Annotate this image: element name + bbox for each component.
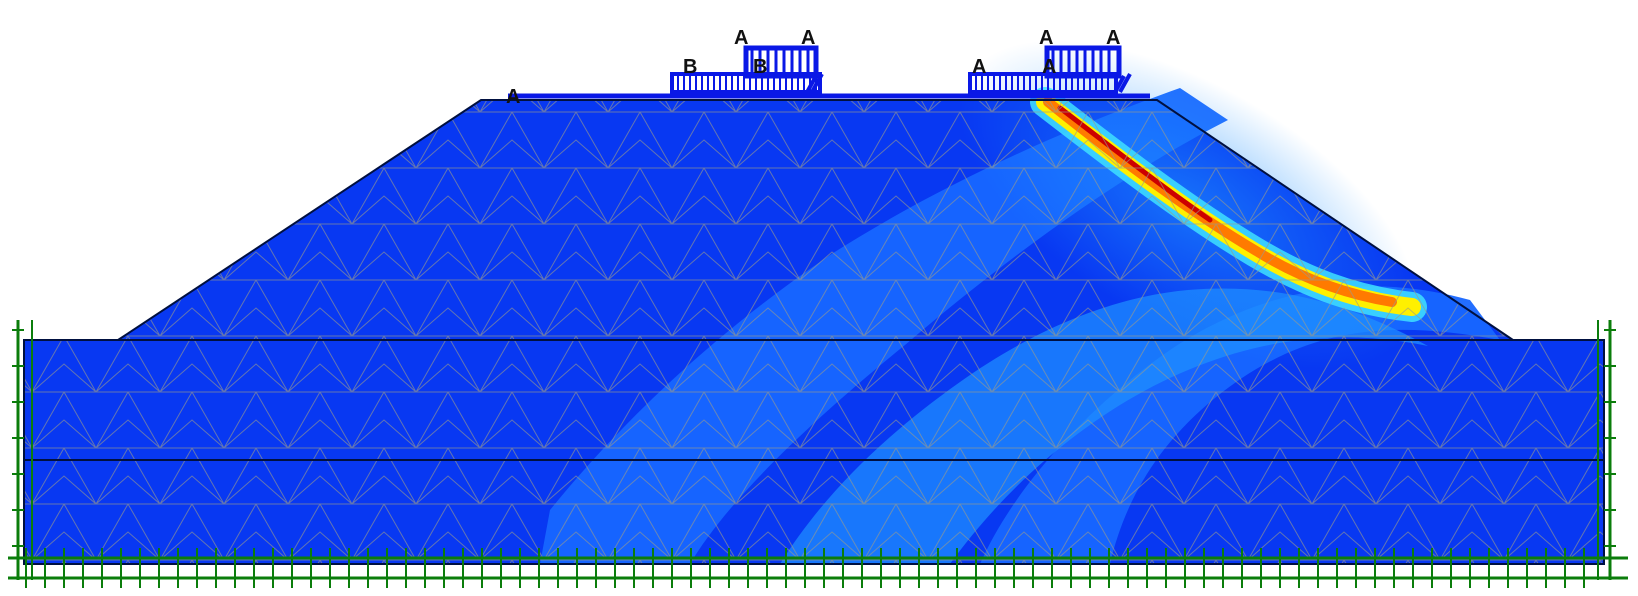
load-a-left-frame (743, 45, 819, 79)
load-label-a-6: A (1042, 56, 1056, 78)
fixity-icon-group (12, 329, 1616, 588)
load-label-a-2: A (801, 27, 815, 49)
load-label-a-left: A (506, 86, 520, 108)
left-load-support-slash (804, 73, 824, 95)
foundation-outline (23, 339, 1605, 565)
embankment-outline (117, 99, 1514, 341)
distributed-load-icon-a-left (743, 45, 819, 79)
load-label-a-3: A (1039, 27, 1053, 49)
load-a-right-large-arrows (1051, 50, 1111, 76)
load-a-right-small-arrows (975, 76, 1109, 92)
mesh-overlay-foundation (24, 340, 1604, 564)
right-load-support-slash (1112, 73, 1132, 95)
surface-loads (508, 45, 1150, 99)
soil-model (23, 40, 1605, 565)
mesh-overlay-embankment (118, 100, 1513, 340)
distributed-load-icon-a-right-large (1044, 45, 1122, 79)
load-a-right-large-frame (1044, 45, 1122, 79)
load-label-a-4: A (1106, 27, 1120, 49)
load-label-a-5: A (972, 56, 986, 78)
load-label-b-1: B (683, 56, 697, 78)
load-b-arrows (677, 76, 817, 92)
load-a-left-arrows (750, 50, 810, 76)
load-label-a-1: A (734, 27, 748, 49)
distributed-load-icon-a-right-small (968, 72, 1118, 94)
load-label-b-2: B (753, 56, 767, 78)
boundary-conditions (8, 320, 1628, 588)
load-labels: A A A B B A A A A (506, 27, 1120, 108)
